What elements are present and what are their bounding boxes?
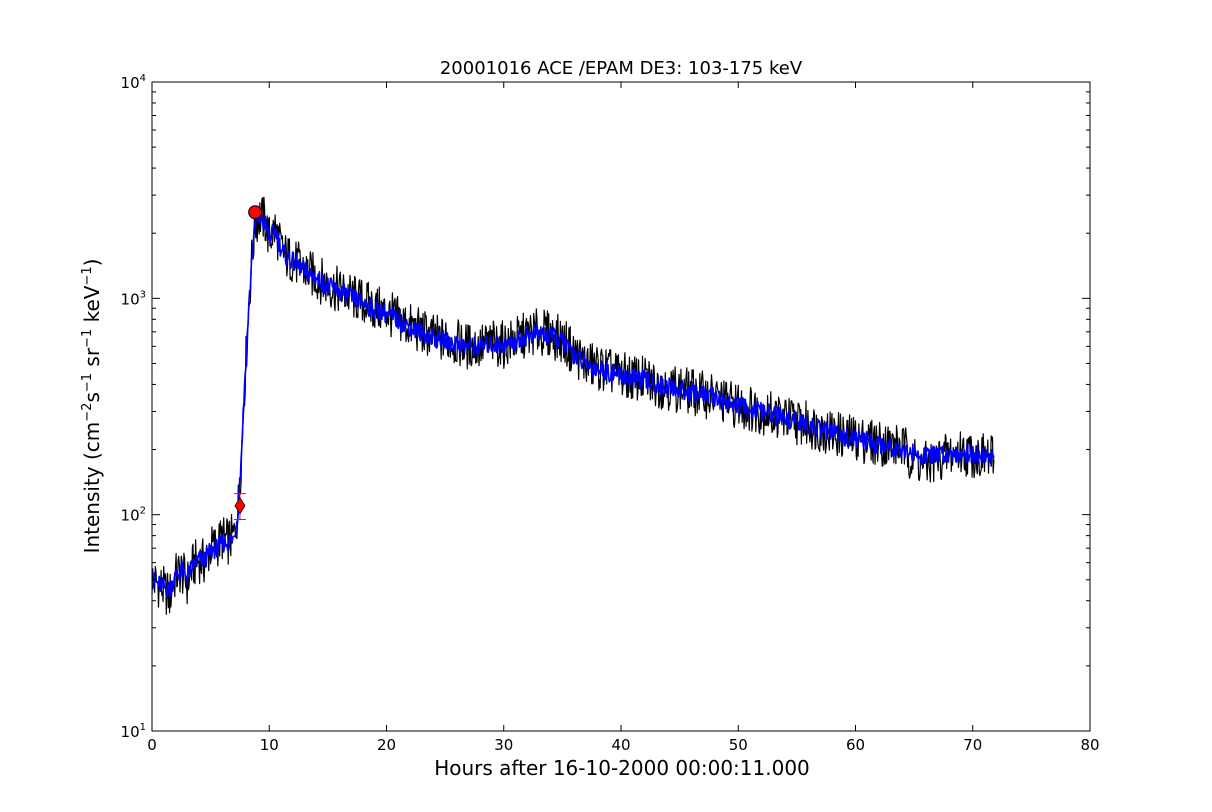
peak-marker-circle	[248, 205, 263, 220]
y-tick-label: 102	[121, 506, 146, 525]
chart-title: 20001016 ACE /EPAM DE3: 103-175 keV	[440, 58, 803, 79]
onset-marker-diamond	[234, 496, 246, 515]
y-tick-label: 104	[121, 73, 146, 92]
y-axis-label: Intensity (cm−2s−1 sr−1 keV−1)	[80, 259, 104, 554]
y-tick-label: 103	[121, 289, 146, 308]
plot-content	[151, 196, 995, 615]
y-tick-label: 101	[121, 722, 146, 741]
x-tick-label: 50	[729, 736, 748, 754]
x-tick-label: 80	[1080, 736, 1099, 754]
x-tick-label: 10	[260, 736, 279, 754]
x-axis-label: Hours after 16-10-2000 00:00:11.000	[434, 756, 810, 780]
x-tick-label: 20	[377, 736, 396, 754]
x-tick-label: 30	[494, 736, 513, 754]
x-tick-label: 40	[611, 736, 630, 754]
x-tick-label: 70	[963, 736, 982, 754]
y-axis-ticks: 101 102 103 104	[121, 73, 1090, 741]
x-tick-label: 60	[846, 736, 865, 754]
x-axis-ticks: 0 10 20 30 40 50 60 70 80	[147, 82, 1100, 754]
x-tick-label: 0	[147, 736, 157, 754]
series-line-smoothed	[151, 211, 995, 598]
